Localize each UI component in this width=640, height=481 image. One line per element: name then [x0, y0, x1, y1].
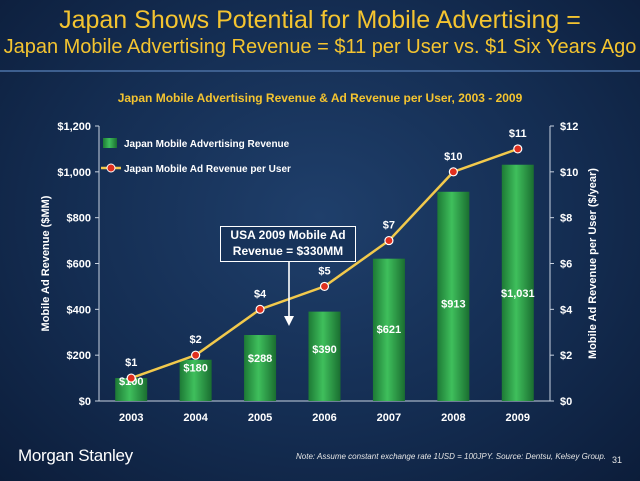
line-data-label: $1: [125, 357, 137, 369]
bar-data-label: $180: [183, 362, 207, 374]
bar: [501, 164, 534, 401]
line-point: [384, 235, 394, 246]
source-note: Note: Assume constant exchange rate 1USD…: [296, 452, 607, 461]
x-tick-label: 2005: [248, 412, 272, 424]
slide-title-line2: Japan Mobile Advertising Revenue = $11 p…: [3, 36, 637, 58]
y-axis-title-left: Mobile Ad Revenue ($MM): [40, 195, 52, 331]
x-tick-label: 2009: [506, 412, 530, 424]
y-tick-label-right: $8: [560, 213, 572, 225]
legend-line-marker: [106, 163, 116, 173]
line-point: [126, 373, 136, 383]
chart-axes: $0 $200 $400 $600 $800 $1,000 $1,200 $0 $2 $4 $6 $8…: [40, 121, 599, 424]
y-tick-label-right: $4: [560, 304, 573, 316]
chart-line: $1 $2 $4 $5 $7 $10 $11: [125, 128, 527, 383]
y-tick-label-right: $6: [560, 259, 572, 271]
y-tick-label-right: $12: [560, 121, 578, 133]
morgan-stanley-logo: Morgan Stanley: [18, 446, 133, 465]
line-point: [513, 144, 523, 154]
annotation-line1: USA 2009 Mobile Ad: [230, 228, 346, 242]
legend-bar-swatch: [103, 138, 117, 148]
page-number: 31: [612, 455, 623, 465]
legend-bar-label: Japan Mobile Advertising Revenue: [124, 139, 290, 150]
x-tick-label: 2003: [119, 412, 143, 424]
y-tick-label-left: $0: [79, 396, 91, 408]
slide-title-line1: Japan Shows Potential for Mobile Adverti…: [59, 6, 581, 34]
line-point: [255, 304, 265, 314]
line-point: [191, 350, 201, 360]
chart-title: Japan Mobile Advertising Revenue & Ad Re…: [117, 91, 523, 105]
y-tick-label-left: $400: [67, 304, 91, 316]
line-point: [448, 167, 458, 177]
bar: [308, 311, 341, 401]
bar: [372, 258, 405, 401]
line-data-label: $7: [383, 220, 395, 232]
y-tick-label-left: $800: [67, 213, 91, 225]
y-tick-label-left: $200: [67, 350, 91, 362]
line-data-label: $11: [509, 128, 527, 140]
y-tick-label-left: $1,200: [57, 121, 91, 133]
chart-legend: Japan Mobile Advertising Revenue Japan Mo…: [101, 138, 291, 175]
y-tick-label-left: $600: [67, 259, 91, 271]
chart-bars: $100$180$288$390$621$913$1,031: [115, 164, 535, 401]
line-data-label: $2: [190, 334, 202, 346]
y-axis-title-right: Mobile Ad Revenue per User ($/year): [587, 168, 599, 359]
y-tick-label-right: $0: [560, 396, 572, 408]
line-data-label: $4: [254, 288, 267, 300]
bar-data-label: $390: [312, 344, 336, 356]
bar: [244, 335, 277, 401]
bar: [437, 191, 470, 401]
bar-data-label: $288: [248, 353, 272, 365]
legend-line-label: Japan Mobile Ad Revenue per User: [124, 164, 291, 175]
bar-data-label: $913: [441, 298, 465, 310]
y-tick-label-right: $10: [560, 167, 578, 179]
x-tick-label: 2006: [312, 412, 336, 424]
header-divider: [0, 70, 640, 72]
x-tick-label: 2004: [183, 412, 208, 424]
annotation-line2: Revenue = $330MM: [232, 244, 344, 258]
bar: [115, 378, 148, 401]
line-data-label: $5: [318, 265, 330, 277]
y-tick-label-right: $2: [560, 350, 572, 362]
annotation-arrowhead: [284, 316, 294, 326]
x-tick-label: 2007: [377, 412, 401, 424]
bar: [179, 359, 212, 401]
x-tick-label: 2008: [441, 412, 465, 424]
line-point: [319, 281, 330, 292]
bar-data-label: $621: [377, 324, 401, 336]
annotation-box: USA 2009 Mobile Ad Revenue = $330MM: [220, 226, 356, 262]
y-tick-label-left: $1,000: [57, 167, 91, 179]
line-data-label: $10: [444, 151, 462, 163]
bar-data-label: $1,031: [501, 288, 535, 300]
